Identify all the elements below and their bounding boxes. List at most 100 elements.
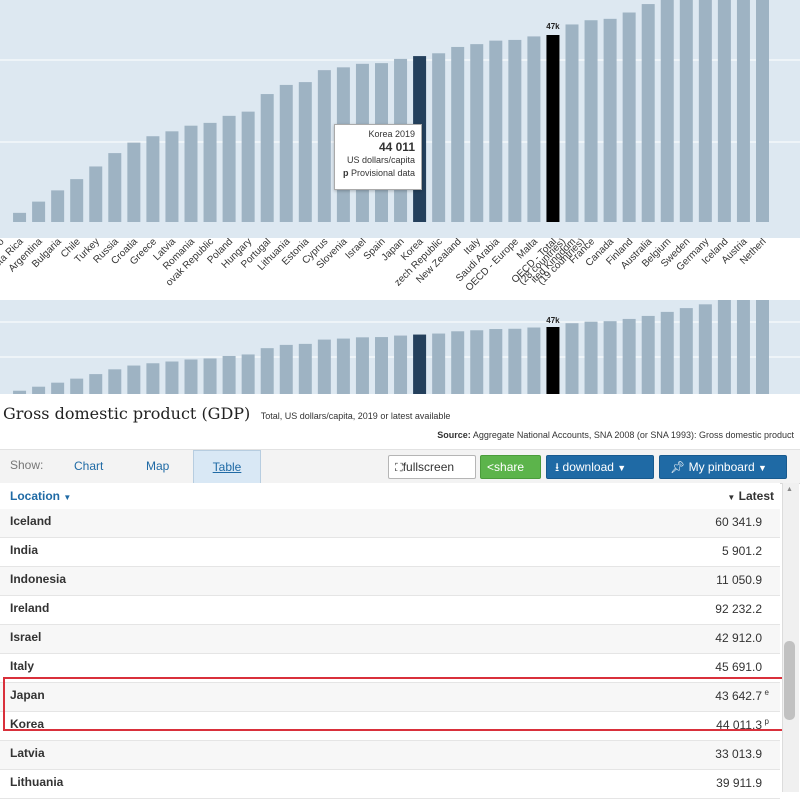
bar[interactable] [203, 122, 217, 222]
overview-bar[interactable] [508, 328, 522, 394]
share-button[interactable]: <share [480, 455, 541, 479]
bar[interactable] [146, 136, 160, 222]
overview-bar[interactable] [70, 378, 84, 394]
bar[interactable] [756, 0, 769, 222]
overview-bar[interactable] [394, 335, 408, 394]
overview-bar[interactable] [756, 300, 769, 394]
bar[interactable] [32, 201, 46, 222]
table-row[interactable]: Iceland 60 341.9 [0, 509, 780, 538]
overview-bar[interactable] [489, 329, 503, 394]
overview-bar[interactable] [584, 321, 598, 394]
overview-bar[interactable] [127, 365, 141, 394]
scrollbar-thumb[interactable] [784, 641, 795, 720]
source-text[interactable]: Aggregate National Accounts, SNA 2008 (o… [472, 430, 794, 440]
overview-bar[interactable] [641, 315, 655, 394]
bar[interactable] [222, 115, 236, 222]
main-chart[interactable]: 47k [0, 0, 800, 238]
bar[interactable] [489, 40, 503, 223]
bar[interactable] [508, 39, 522, 222]
bar[interactable] [622, 12, 636, 223]
overview-bar[interactable] [298, 343, 312, 394]
bar[interactable] [565, 24, 579, 222]
bar[interactable] [127, 142, 141, 222]
column-header-latest[interactable]: ▼ Latest [727, 489, 774, 503]
table-row[interactable]: Lithuania 39 911.9 [0, 770, 780, 799]
overview-bar[interactable] [470, 330, 484, 394]
table-row[interactable]: Ireland 92 232.2 [0, 596, 780, 625]
bar[interactable] [470, 44, 484, 222]
bar[interactable] [279, 84, 293, 222]
overview-bar[interactable] [679, 308, 693, 394]
overview-bar[interactable] [203, 358, 217, 394]
table-row[interactable]: Japan 43 642.7 e [0, 683, 780, 712]
tab-map[interactable]: Map [146, 459, 170, 473]
overview-bar[interactable] [222, 355, 236, 394]
overview-bar[interactable] [32, 386, 46, 394]
overview-bar[interactable] [13, 390, 27, 394]
table-row[interactable]: India 5 901.2 [0, 538, 780, 567]
bar[interactable] [432, 53, 446, 222]
table-row[interactable]: Italy 45 691.0 [0, 654, 780, 683]
tab-table[interactable]: Table [193, 450, 261, 483]
scroll-up-icon[interactable]: ▲ [786, 486, 793, 493]
overview-bar[interactable] [717, 300, 731, 394]
overview-bar[interactable] [432, 333, 446, 394]
bar[interactable] [546, 35, 560, 222]
download-button[interactable]: ⭳ download ▼ [546, 455, 654, 479]
overview-bar[interactable] [451, 331, 465, 394]
bar[interactable] [184, 125, 198, 222]
table-row[interactable]: Indonesia 11 050.9 [0, 567, 780, 596]
overview-bar[interactable] [279, 344, 293, 394]
bar[interactable] [698, 0, 712, 222]
bar[interactable] [527, 36, 541, 223]
overview-bar[interactable] [184, 359, 198, 394]
bar[interactable] [298, 82, 312, 222]
table-row[interactable]: Korea 44 011.3 p [0, 712, 780, 741]
fullscreen-button[interactable]: ⛶fullscreen [388, 455, 476, 479]
pinboard-button[interactable]: 📌︎ My pinboard ▼ [659, 455, 787, 479]
tab-chart[interactable]: Chart [74, 459, 104, 473]
bar[interactable] [89, 166, 103, 222]
overview-bar[interactable] [317, 339, 331, 394]
overview-bar[interactable] [413, 334, 427, 394]
table-row[interactable]: Israel 42 912.0 [0, 625, 780, 654]
bar[interactable] [603, 18, 617, 223]
bar[interactable] [660, 0, 674, 222]
overview-bar[interactable] [660, 311, 674, 394]
bar[interactable] [641, 4, 655, 222]
overview-bar[interactable] [375, 337, 388, 394]
table-scrollbar[interactable] [782, 483, 799, 792]
overview-bar[interactable] [108, 369, 122, 394]
overview-bar[interactable] [165, 361, 179, 394]
bar[interactable] [584, 20, 598, 222]
overview-bar[interactable] [622, 318, 636, 394]
bar[interactable] [679, 0, 693, 222]
bar[interactable] [165, 131, 179, 222]
overview-bar[interactable] [51, 382, 65, 394]
bar[interactable] [108, 153, 122, 222]
overview-bar[interactable] [565, 323, 579, 394]
column-header-location[interactable]: Location ▼ [10, 489, 71, 503]
overview-bar[interactable] [698, 304, 712, 394]
overview-bar[interactable] [546, 327, 560, 394]
overview-bar[interactable] [603, 321, 617, 394]
overview-bar[interactable] [736, 300, 750, 394]
table-row[interactable]: Latvia 33 013.9 [0, 741, 780, 770]
bar[interactable] [736, 0, 750, 222]
bar[interactable] [317, 70, 331, 222]
bar[interactable] [241, 111, 255, 222]
bar[interactable] [70, 179, 84, 222]
bar[interactable] [451, 46, 465, 222]
overview-bar[interactable] [241, 354, 255, 394]
overview-bar[interactable] [355, 337, 369, 394]
bar[interactable] [13, 212, 27, 222]
bar[interactable] [51, 190, 65, 222]
bar[interactable] [717, 0, 731, 222]
overview-chart[interactable]: 47k [0, 300, 800, 394]
overview-bar[interactable] [260, 348, 274, 394]
overview-bar[interactable] [89, 374, 103, 394]
overview-bar[interactable] [527, 327, 541, 394]
overview-bar[interactable] [336, 338, 350, 394]
overview-bar[interactable] [146, 363, 160, 394]
bar[interactable] [260, 94, 274, 222]
